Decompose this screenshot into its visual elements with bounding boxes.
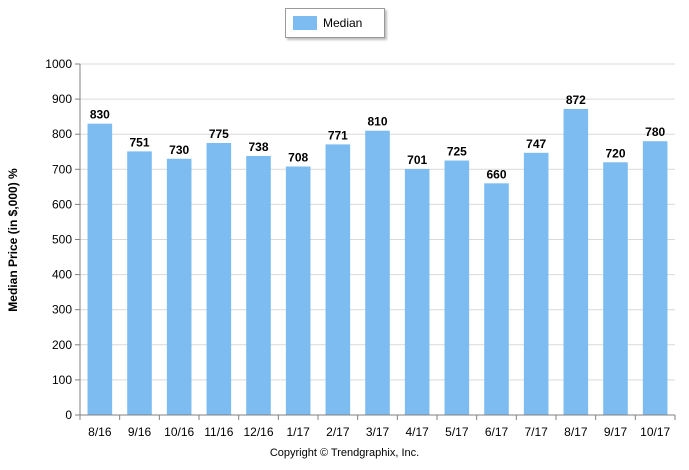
y-tick-label: 400	[52, 268, 72, 282]
bar-5/17	[444, 160, 470, 415]
legend: Median	[285, 8, 385, 38]
x-tick-label: 8/16	[88, 425, 112, 439]
data-label: 872	[566, 93, 586, 107]
x-tick-label: 9/17	[604, 425, 628, 439]
data-label: 708	[288, 150, 308, 164]
x-tick-label: 11/16	[204, 425, 233, 439]
bar-4/17	[404, 168, 430, 415]
y-tick-label: 300	[52, 303, 72, 317]
data-labels: 830 751 730 775 738 708 771 810 701 725 660 747 872 7…	[90, 93, 666, 181]
data-label: 720	[605, 146, 625, 160]
y-tick-label: 600	[52, 197, 72, 211]
x-tick-label: 12/16	[243, 425, 273, 439]
bar-11/16	[206, 142, 232, 415]
bar-3/17	[365, 130, 390, 415]
bar-10/17	[642, 141, 668, 415]
legend-swatch	[293, 16, 317, 30]
data-label: 660	[486, 167, 506, 181]
data-label: 775	[209, 127, 229, 141]
data-label: 810	[367, 115, 387, 129]
data-label: 730	[169, 143, 189, 157]
bar-6/17	[484, 183, 509, 415]
data-label: 751	[129, 135, 149, 149]
bar-9/16	[127, 151, 152, 416]
legend-label-median: Median	[323, 16, 363, 30]
bar-7/17	[523, 152, 549, 416]
x-tick-label: 9/16	[128, 425, 152, 439]
y-tick-label: 900	[52, 92, 72, 106]
copyright-text: Copyright © Trendgraphix, Inc.	[269, 447, 420, 459]
data-label: 830	[90, 108, 110, 122]
data-label: 725	[447, 145, 467, 159]
bar-2/17	[325, 144, 351, 415]
bar-1/17	[285, 166, 311, 415]
x-tick-label: 3/17	[366, 425, 390, 439]
y-axis-label: Median Price (in $,000) %	[6, 168, 20, 312]
data-label: 738	[248, 140, 268, 154]
x-tick-label: 10/16	[164, 425, 194, 439]
x-tick-label: 1/17	[286, 425, 310, 439]
x-tick-label: 5/17	[445, 425, 469, 439]
bars	[87, 108, 668, 416]
y-tick-label: 100	[52, 373, 72, 387]
bar-10/16	[166, 158, 192, 415]
y-tick-label: 200	[52, 338, 72, 352]
data-label: 701	[407, 153, 427, 167]
data-label: 780	[645, 125, 665, 139]
data-label: 771	[328, 128, 348, 142]
y-tick-label: 500	[52, 233, 72, 247]
axes: 0 100 200 300 400 500 600 700 800 900 1000 8/16 9/16…	[45, 57, 676, 439]
y-tick-label: 0	[65, 408, 72, 422]
bar-12/16	[246, 155, 271, 415]
x-tick-label: 2/17	[326, 425, 350, 439]
bar-8/17	[563, 108, 589, 415]
x-tick-label: 10/17	[640, 425, 670, 439]
y-tick-label: 1000	[45, 57, 72, 71]
data-label: 747	[526, 137, 546, 151]
x-tick-label: 6/17	[485, 425, 509, 439]
bar-9/17	[603, 162, 628, 415]
y-tick-label: 700	[52, 162, 72, 176]
x-tick-label: 8/17	[564, 425, 588, 439]
x-tick-label: 4/17	[405, 425, 429, 439]
bar-8/16	[87, 123, 113, 416]
x-tick-label: 7/17	[524, 425, 548, 439]
y-tick-label: 800	[52, 127, 72, 141]
